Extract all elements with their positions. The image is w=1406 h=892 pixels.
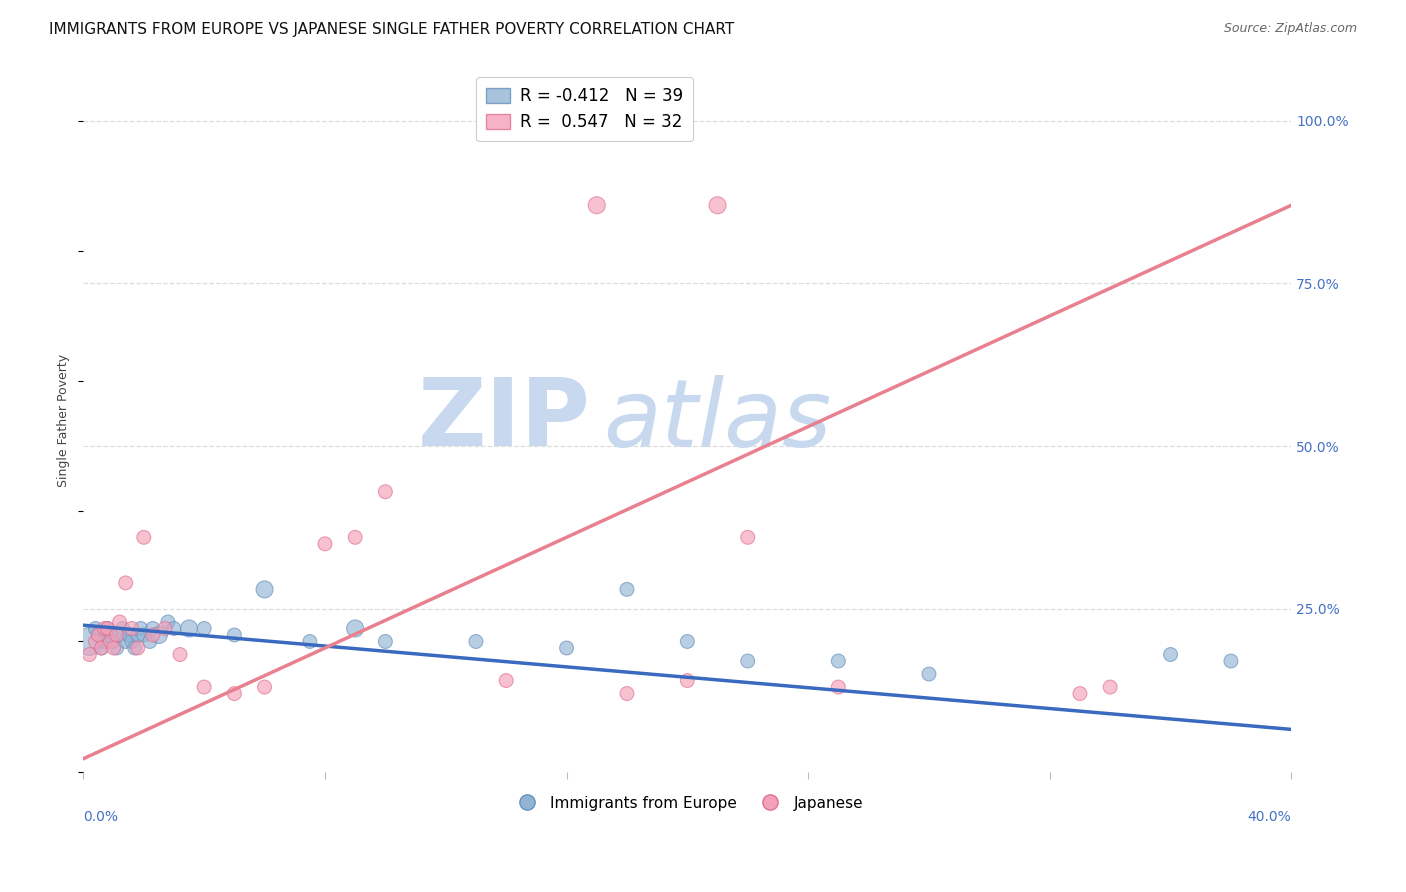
Text: atlas: atlas xyxy=(603,375,831,466)
Point xyxy=(495,673,517,688)
Point xyxy=(555,640,578,655)
Point xyxy=(314,537,336,551)
Y-axis label: Single Father Poverty: Single Father Poverty xyxy=(58,353,70,487)
Point xyxy=(139,634,162,648)
Point xyxy=(163,622,186,636)
Point xyxy=(127,628,149,642)
Point xyxy=(111,622,134,636)
Point xyxy=(224,628,246,642)
Point xyxy=(374,484,396,499)
Point xyxy=(616,582,638,597)
Point xyxy=(142,622,165,636)
Point xyxy=(374,634,396,648)
Point xyxy=(121,622,143,636)
Point xyxy=(79,648,101,662)
Point xyxy=(737,654,759,668)
Point xyxy=(224,687,246,701)
Point xyxy=(114,575,136,590)
Point xyxy=(93,634,115,648)
Point xyxy=(676,634,699,648)
Text: IMMIGRANTS FROM EUROPE VS JAPANESE SINGLE FATHER POVERTY CORRELATION CHART: IMMIGRANTS FROM EUROPE VS JAPANESE SINGL… xyxy=(49,22,734,37)
Point xyxy=(90,640,112,655)
Text: 0.0%: 0.0% xyxy=(83,810,118,824)
Point xyxy=(676,673,699,688)
Point xyxy=(918,667,941,681)
Point xyxy=(103,640,125,655)
Point xyxy=(298,634,321,648)
Point xyxy=(827,654,849,668)
Point xyxy=(1160,648,1182,662)
Point xyxy=(127,640,149,655)
Point xyxy=(253,680,276,694)
Point xyxy=(100,634,122,648)
Point xyxy=(105,640,128,655)
Point xyxy=(90,640,112,655)
Point xyxy=(84,622,107,636)
Point xyxy=(100,628,122,642)
Point xyxy=(344,622,367,636)
Point xyxy=(108,615,131,629)
Point xyxy=(129,622,152,636)
Point xyxy=(585,198,607,212)
Text: Source: ZipAtlas.com: Source: ZipAtlas.com xyxy=(1223,22,1357,36)
Point xyxy=(132,628,155,642)
Point xyxy=(465,634,488,648)
Point xyxy=(84,634,107,648)
Point xyxy=(105,628,128,642)
Point xyxy=(169,648,191,662)
Point xyxy=(153,622,176,636)
Point xyxy=(1069,687,1091,701)
Point xyxy=(737,530,759,544)
Point xyxy=(87,628,110,642)
Point xyxy=(118,628,141,642)
Point xyxy=(177,622,200,636)
Point xyxy=(121,634,143,648)
Point xyxy=(148,628,170,642)
Point xyxy=(253,582,276,597)
Point xyxy=(132,530,155,544)
Point xyxy=(96,622,118,636)
Point xyxy=(87,628,110,642)
Point xyxy=(827,680,849,694)
Point xyxy=(344,530,367,544)
Point xyxy=(193,680,215,694)
Legend: Immigrants from Europe, Japanese: Immigrants from Europe, Japanese xyxy=(506,789,869,817)
Point xyxy=(706,198,728,212)
Point xyxy=(79,634,101,648)
Point xyxy=(193,622,215,636)
Point xyxy=(108,628,131,642)
Point xyxy=(156,615,179,629)
Point xyxy=(93,622,115,636)
Point xyxy=(103,634,125,648)
Point xyxy=(114,634,136,648)
Point xyxy=(124,640,146,655)
Point xyxy=(616,687,638,701)
Point xyxy=(1219,654,1241,668)
Text: 40.0%: 40.0% xyxy=(1247,810,1291,824)
Point xyxy=(142,628,165,642)
Point xyxy=(96,622,118,636)
Text: ZIP: ZIP xyxy=(418,374,591,467)
Point xyxy=(1099,680,1122,694)
